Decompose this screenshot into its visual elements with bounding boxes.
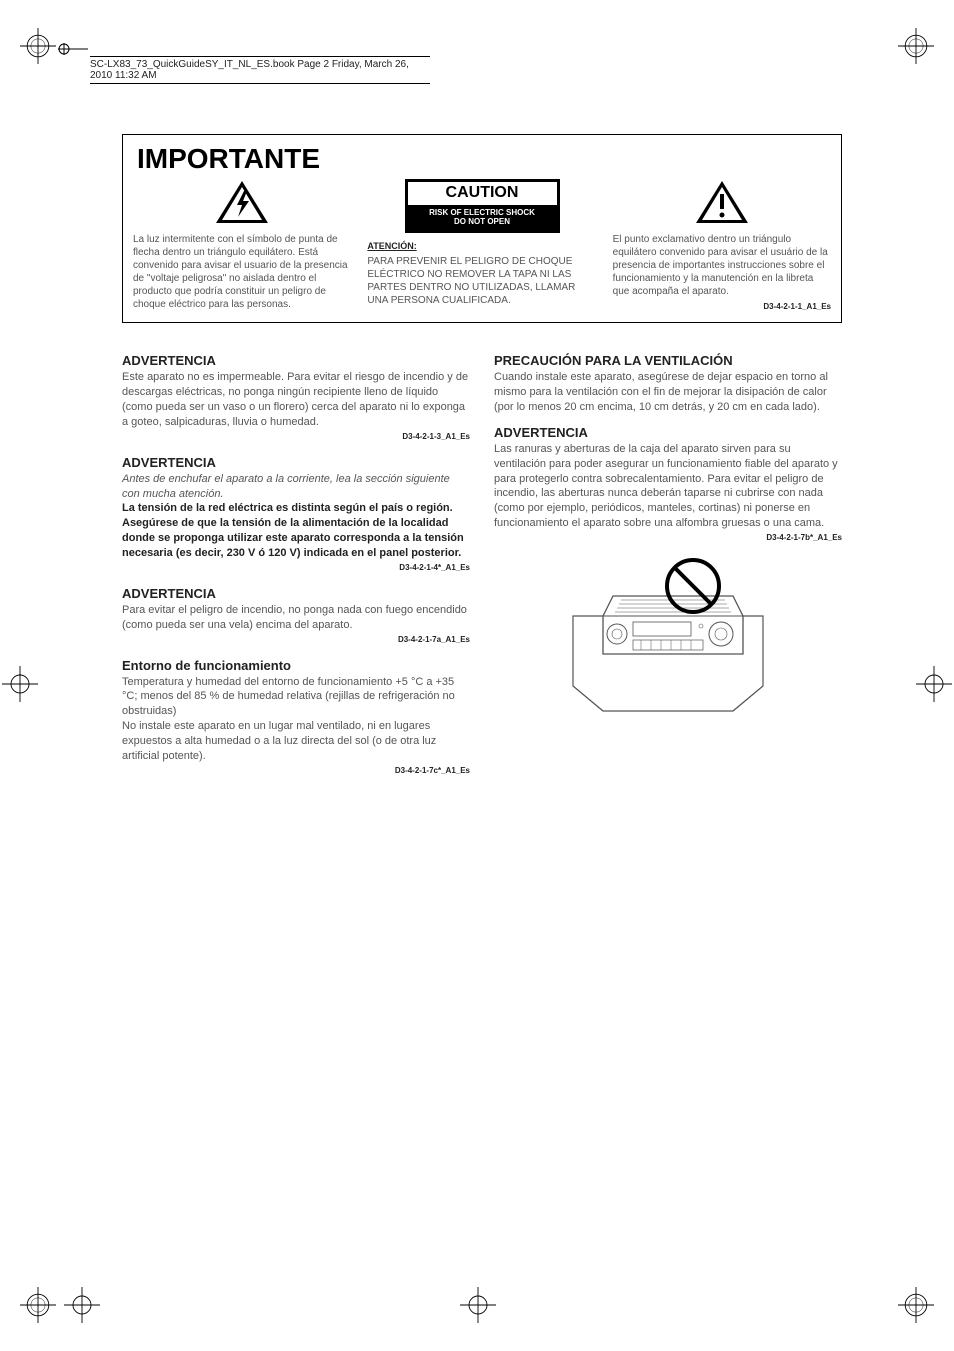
regmark-top-right	[898, 28, 934, 64]
env-ref: D3-4-2-1-7c*_A1_Es	[122, 766, 470, 775]
importante-col-2: CAUTION RISK OF ELECTRIC SHOCK DO NOT OP…	[367, 179, 596, 312]
exclamation-triangle-icon	[613, 179, 831, 225]
importante-title: IMPORTANTE	[133, 143, 831, 175]
vent-heading: PRECAUCIÓN PARA LA VENTILACIÓN	[494, 353, 842, 368]
importante-ref: D3-4-2-1-1_A1_Es	[613, 302, 831, 312]
right-column: PRECAUCIÓN PARA LA VENTILACIÓN Cuando in…	[494, 353, 842, 788]
regmark-bottom-left	[20, 1287, 56, 1323]
caution-line2: DO NOT OPEN	[454, 217, 510, 226]
header-filename: SC-LX83_73_QuickGuideSY_IT_NL_ES.book Pa…	[90, 56, 430, 84]
ventilacion-block: PRECAUCIÓN PARA LA VENTILACIÓN Cuando in…	[494, 353, 842, 415]
env-text2: No instale este aparato en un lugar mal …	[122, 719, 470, 764]
env-text1: Temperatura y humedad del entorno de fun…	[122, 675, 470, 720]
advr-ref: D3-4-2-1-7b*_A1_Es	[494, 533, 842, 542]
importante-col-1: La luz intermitente con el símbolo de pu…	[133, 179, 351, 312]
caution-subtitle: RISK OF ELECTRIC SHOCK DO NOT OPEN	[408, 205, 557, 230]
advertencia-1: ADVERTENCIA Este aparato no es impermeab…	[122, 353, 470, 440]
adv3-heading: ADVERTENCIA	[122, 586, 470, 601]
lightning-triangle-icon	[133, 179, 351, 225]
device-figure	[494, 556, 842, 721]
page-content: IMPORTANTE La luz intermitente con el sí…	[122, 134, 842, 789]
caution-box: CAUTION RISK OF ELECTRIC SHOCK DO NOT OP…	[405, 179, 560, 233]
advertencia-2: ADVERTENCIA Antes de enchufar el aparato…	[122, 455, 470, 572]
regmark-mid-left	[2, 666, 38, 702]
env-heading: Entorno de funcionamiento	[122, 658, 470, 673]
advertencia-3: ADVERTENCIA Para evitar el peligro de in…	[122, 586, 470, 644]
entorno-block: Entorno de funcionamiento Temperatura y …	[122, 658, 470, 775]
adv2-bold: La tensión de la red eléctrica es distin…	[122, 501, 470, 560]
advr-text: Las ranuras y aberturas de la caja del a…	[494, 442, 842, 531]
importante-col1-text: La luz intermitente con el símbolo de pu…	[133, 233, 351, 311]
adv2-ref: D3-4-2-1-4*_A1_Es	[122, 563, 470, 572]
adv1-text: Este aparato no es impermeable. Para evi…	[122, 370, 470, 429]
importante-box: IMPORTANTE La luz intermitente con el sí…	[122, 134, 842, 323]
body-columns: ADVERTENCIA Este aparato no es impermeab…	[122, 353, 842, 788]
left-column: ADVERTENCIA Este aparato no es impermeab…	[122, 353, 470, 788]
adv1-ref: D3-4-2-1-3_A1_Es	[122, 432, 470, 441]
regmark-bottom-left-2	[64, 1287, 100, 1323]
caution-title: CAUTION	[408, 182, 557, 205]
adv3-text: Para evitar el peligro de incendio, no p…	[122, 603, 470, 633]
regmark-bottom-center	[460, 1287, 496, 1323]
adv3-ref: D3-4-2-1-7a_A1_Es	[122, 635, 470, 644]
adv2-heading: ADVERTENCIA	[122, 455, 470, 470]
atencion-label: ATENCIÓN:	[367, 241, 596, 253]
importante-col-3: El punto exclamativo dentro un triángulo…	[613, 179, 831, 312]
regmark-bottom-right	[898, 1287, 934, 1323]
vent-text: Cuando instale este aparato, asegúrese d…	[494, 370, 842, 415]
arrow-glyph	[58, 42, 88, 60]
advr-heading: ADVERTENCIA	[494, 425, 842, 440]
importante-col3-text: El punto exclamativo dentro un triángulo…	[613, 233, 831, 298]
regmark-top-left	[20, 28, 56, 64]
adv2-italic: Antes de enchufar el aparato a la corrie…	[122, 472, 470, 502]
importante-col2-text: PARA PREVENIR EL PELIGRO DE CHOQUE ELÉCT…	[367, 255, 596, 307]
adv1-heading: ADVERTENCIA	[122, 353, 470, 368]
caution-line1: RISK OF ELECTRIC SHOCK	[429, 208, 535, 217]
regmark-mid-right	[916, 666, 952, 702]
advertencia-right: ADVERTENCIA Las ranuras y aberturas de l…	[494, 425, 842, 542]
